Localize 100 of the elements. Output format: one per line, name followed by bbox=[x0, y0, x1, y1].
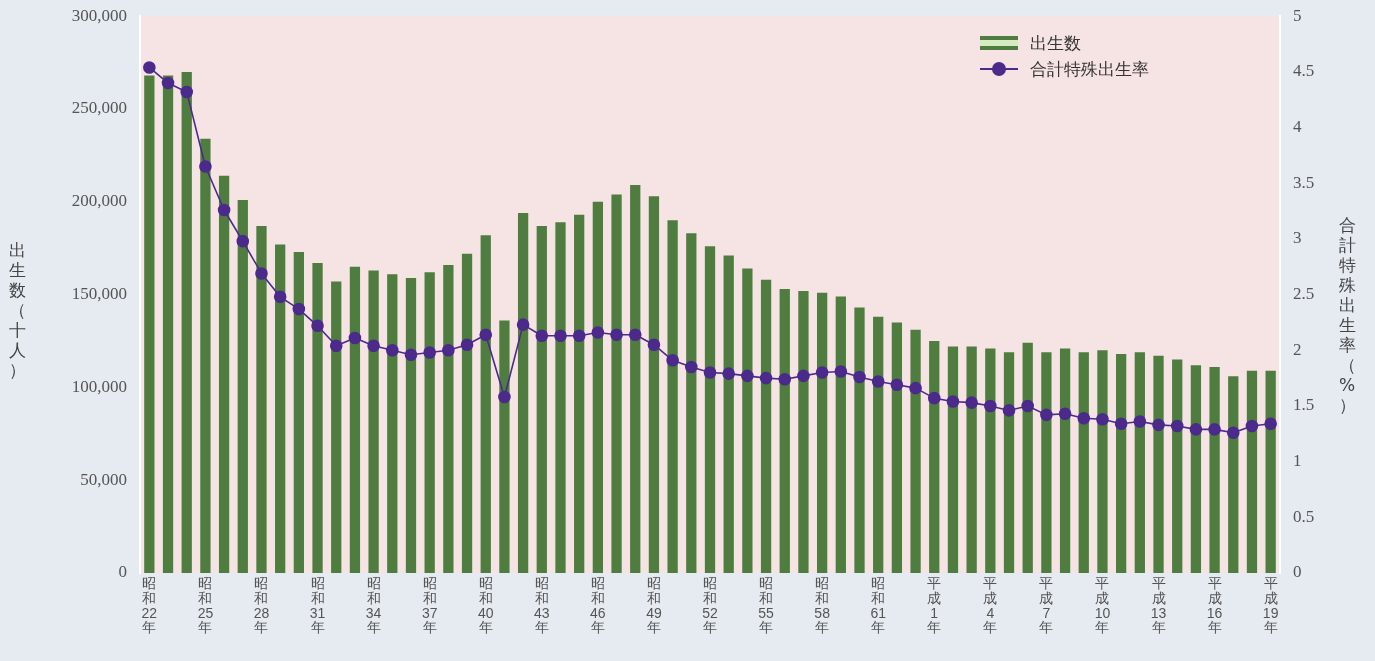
x-tick-label: 平成16年 bbox=[1206, 575, 1223, 636]
bar bbox=[536, 225, 547, 573]
bar bbox=[368, 270, 379, 573]
bar bbox=[667, 220, 678, 573]
bar bbox=[947, 346, 959, 573]
bar bbox=[1209, 366, 1220, 573]
bar bbox=[1172, 359, 1183, 573]
y-tick-label: 250,000 bbox=[71, 98, 127, 118]
y-tick-label: 100,000 bbox=[71, 376, 127, 396]
bar bbox=[349, 266, 361, 573]
x-tick-label: 平成4年 bbox=[983, 575, 998, 636]
y2-tick-label: 0.5 bbox=[1293, 506, 1315, 526]
bar bbox=[854, 307, 865, 573]
y-tick-label: 300,000 bbox=[71, 5, 127, 25]
bar bbox=[704, 246, 716, 573]
bar bbox=[256, 225, 267, 573]
legend-label: 出生数 bbox=[1030, 31, 1081, 55]
x-tick-label: 昭和28年 bbox=[253, 575, 270, 636]
y2-tick-label: 1.5 bbox=[1293, 395, 1315, 415]
bar bbox=[387, 274, 398, 573]
bar bbox=[648, 196, 660, 573]
y2-tick-label: 3 bbox=[1293, 228, 1302, 248]
bar bbox=[405, 277, 417, 573]
y2-tick-label: 4.5 bbox=[1293, 61, 1315, 81]
bar bbox=[929, 341, 940, 573]
bar bbox=[275, 244, 286, 573]
bar bbox=[760, 279, 772, 573]
bar bbox=[237, 199, 248, 573]
bar bbox=[611, 194, 622, 573]
bar bbox=[1228, 376, 1239, 573]
x-tick-label: 平成19年 bbox=[1262, 575, 1279, 636]
bar bbox=[1116, 353, 1127, 573]
bar bbox=[1003, 352, 1015, 573]
bar bbox=[723, 255, 734, 573]
x-tick-label: 昭和37年 bbox=[421, 575, 438, 636]
x-tick-label: 昭和61年 bbox=[870, 575, 887, 636]
bar bbox=[200, 138, 211, 573]
bar bbox=[835, 296, 846, 573]
legend-label: 合計特殊出生率 bbox=[1030, 57, 1149, 81]
bar bbox=[985, 348, 996, 573]
bar bbox=[480, 235, 491, 573]
bar bbox=[1022, 342, 1033, 573]
bar bbox=[742, 268, 753, 573]
bar bbox=[891, 322, 903, 573]
bar bbox=[517, 212, 529, 573]
bar bbox=[181, 71, 192, 573]
bar bbox=[312, 263, 323, 573]
y2-tick-label: 5 bbox=[1293, 5, 1302, 25]
y2-tick-label: 0 bbox=[1293, 562, 1302, 582]
bar bbox=[873, 316, 884, 573]
bar bbox=[630, 185, 641, 573]
bar bbox=[816, 292, 828, 573]
bar bbox=[1059, 348, 1071, 573]
bar bbox=[1097, 350, 1108, 573]
y-tick-label: 200,000 bbox=[71, 191, 127, 211]
bar bbox=[424, 272, 435, 573]
bar bbox=[1078, 352, 1089, 573]
y-tick-label: 150,000 bbox=[71, 284, 127, 304]
x-tick-label: 平成7年 bbox=[1039, 575, 1054, 636]
y-tick-label: 50,000 bbox=[80, 469, 127, 489]
bar bbox=[798, 290, 809, 573]
bar bbox=[592, 201, 604, 573]
x-tick-label: 昭和40年 bbox=[477, 575, 494, 636]
x-tick-label: 昭和25年 bbox=[197, 575, 214, 636]
bar bbox=[1041, 352, 1052, 573]
bar bbox=[574, 214, 585, 573]
x-tick-label: 昭和46年 bbox=[590, 575, 606, 636]
y2-tick-label: 3.5 bbox=[1293, 172, 1315, 192]
text: 合計特殊出生率（%） bbox=[1338, 215, 1356, 415]
y2-tick-label: 1 bbox=[1293, 451, 1302, 471]
x-tick-label: 昭和22年 bbox=[141, 575, 158, 636]
x-tick-label: 昭和55年 bbox=[758, 575, 775, 636]
x-tick-label: 昭和49年 bbox=[646, 575, 662, 636]
bar bbox=[910, 329, 921, 573]
bar bbox=[1153, 355, 1164, 573]
y2-tick-label: 4 bbox=[1293, 117, 1302, 137]
bar bbox=[499, 320, 510, 573]
x-tick-label: 平成10年 bbox=[1094, 575, 1111, 636]
bar bbox=[555, 222, 566, 573]
bar bbox=[1246, 370, 1258, 573]
bar bbox=[1265, 370, 1276, 573]
bar bbox=[779, 289, 790, 573]
x-tick-label: 昭和31年 bbox=[309, 575, 326, 636]
x-tick-label: 平成13年 bbox=[1150, 575, 1167, 636]
x-tick-label: 昭和43年 bbox=[534, 575, 550, 636]
x-tick-label: 昭和34年 bbox=[365, 575, 382, 636]
bar bbox=[293, 251, 304, 573]
bar bbox=[218, 175, 230, 573]
y2-tick-label: 2 bbox=[1293, 339, 1302, 359]
bar bbox=[162, 75, 174, 573]
x-tick-label: 昭和58年 bbox=[814, 575, 831, 636]
bar bbox=[443, 264, 454, 573]
bar bbox=[1134, 352, 1145, 573]
bar bbox=[461, 253, 473, 573]
bar bbox=[1190, 365, 1202, 573]
y-axis-title: 出生数（十人） bbox=[7, 240, 27, 380]
bar bbox=[686, 233, 697, 573]
bar bbox=[966, 346, 977, 573]
y-tick-label: 0 bbox=[118, 562, 127, 582]
bar bbox=[331, 281, 342, 573]
